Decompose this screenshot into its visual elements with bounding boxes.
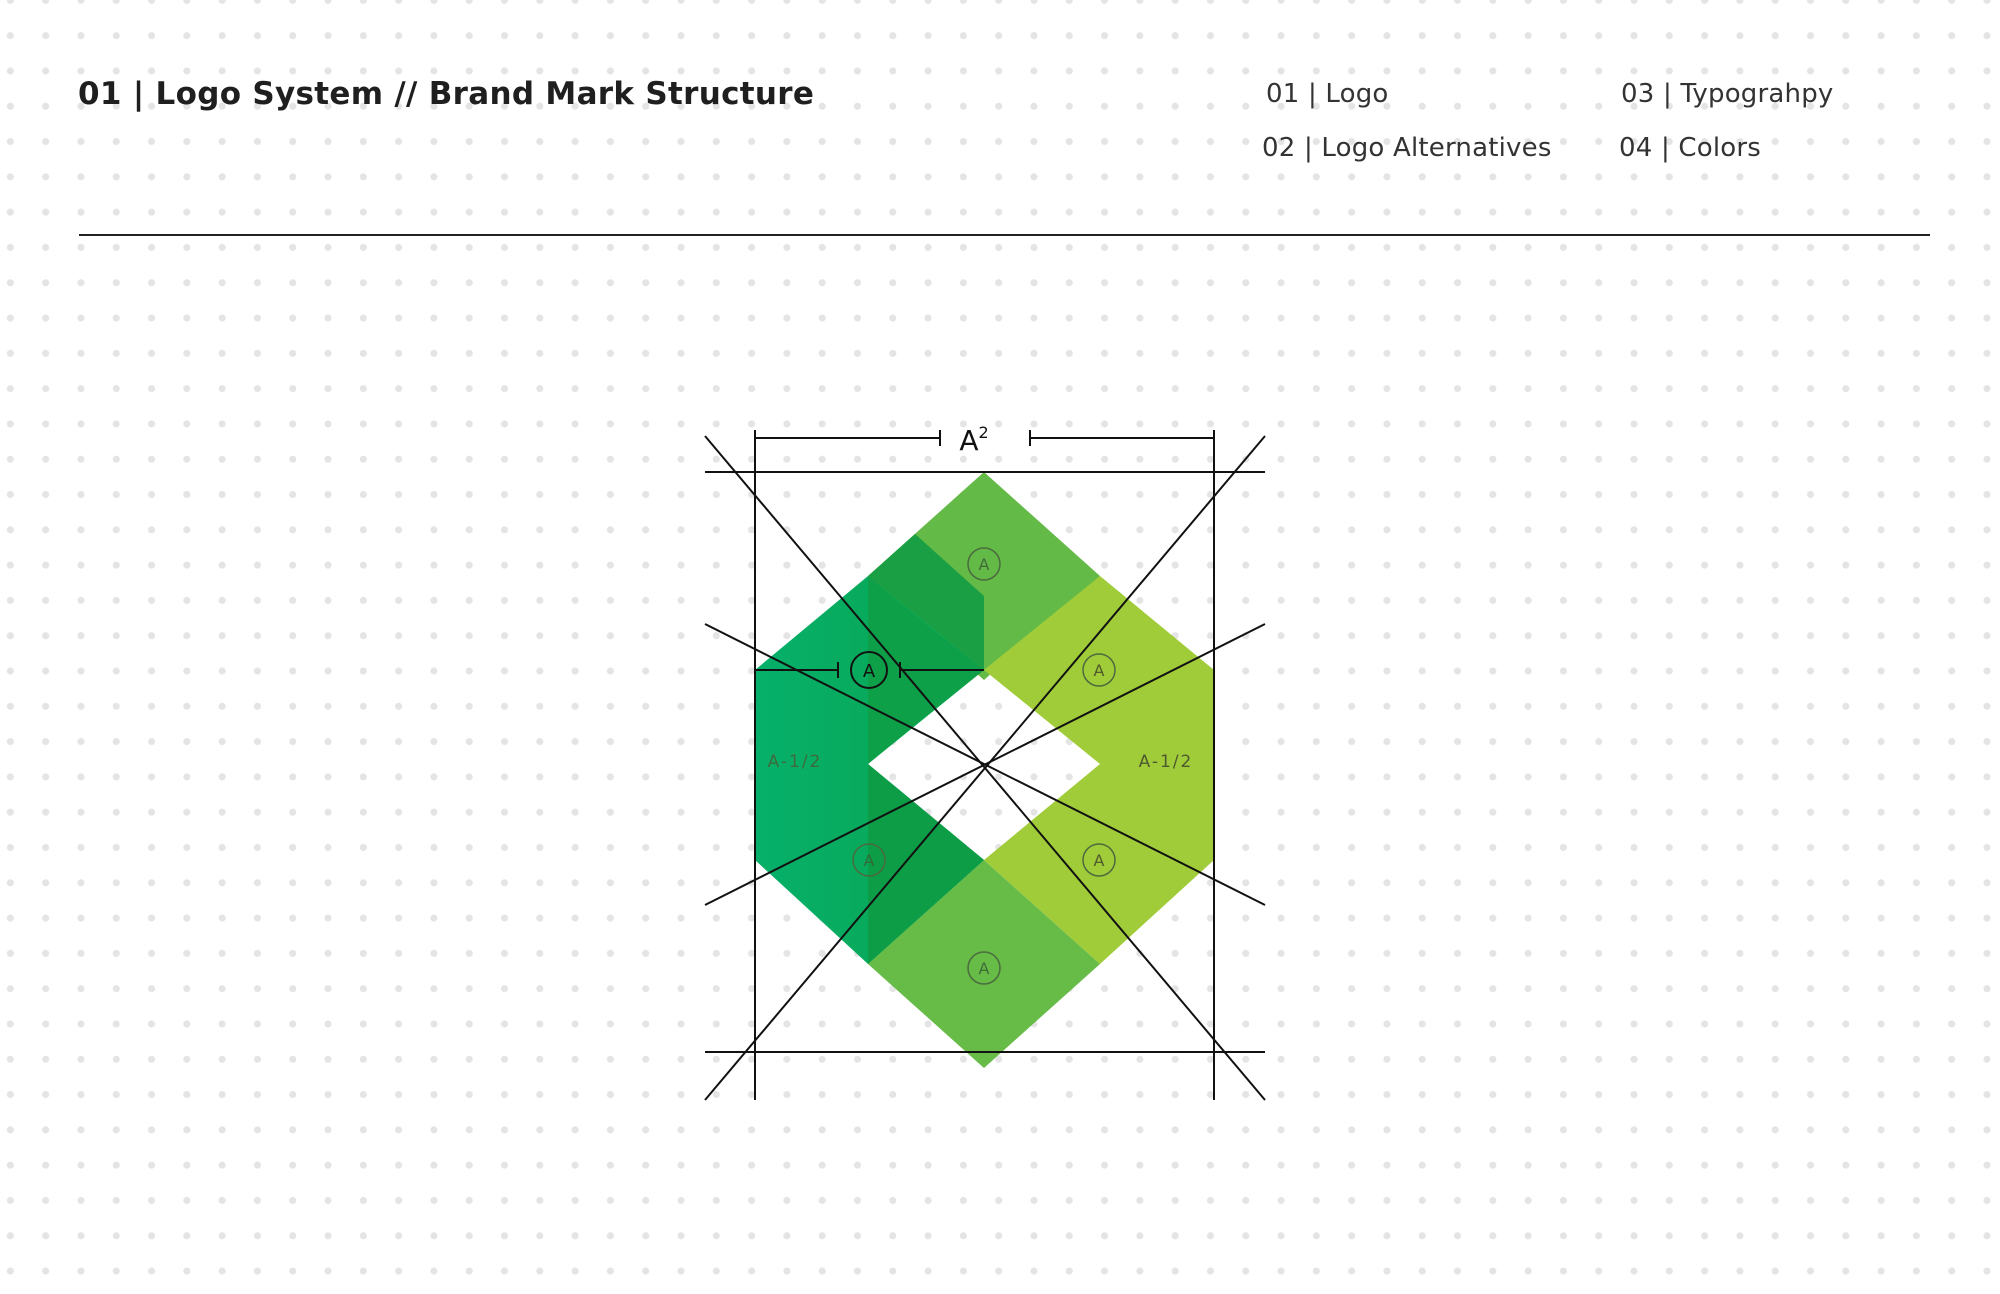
width-label: A2 bbox=[959, 423, 988, 457]
page-title: 01 | Logo System // Brand Mark Structure bbox=[78, 76, 815, 112]
cell-label-left-lower: A bbox=[864, 851, 875, 870]
cell-label-right-lower: A bbox=[1094, 851, 1105, 870]
nav-link-typography[interactable]: 03 | Typograhpy bbox=[1621, 79, 1834, 109]
cell-label-bottom: A bbox=[979, 959, 990, 978]
construction-diagram: A2 A A-1/2 A-1/2 A A A A A bbox=[704, 423, 1266, 1101]
cell-label-right-upper: A bbox=[1094, 661, 1105, 680]
left-lower-overlap bbox=[868, 764, 984, 964]
cell-markers bbox=[852, 547, 1116, 985]
width-dimension bbox=[755, 430, 1214, 446]
nav-link-logo-alternatives[interactable]: 02 | Logo Alternatives bbox=[1262, 133, 1552, 163]
module-label: A bbox=[863, 661, 876, 682]
brand-mark-construction: A2 A A-1/2 A-1/2 A A A A A bbox=[690, 410, 1290, 1110]
right-half-label: A-1/2 bbox=[1139, 752, 1194, 772]
nav-link-colors[interactable]: 04 | Colors bbox=[1619, 133, 1762, 163]
module-dimension bbox=[755, 651, 984, 689]
nav-link-logo[interactable]: 01 | Logo bbox=[1266, 79, 1389, 109]
right-block bbox=[984, 576, 1214, 964]
construction-lines bbox=[704, 430, 1266, 1101]
top-left-overlap bbox=[868, 534, 984, 670]
cell-label-top: A bbox=[979, 555, 990, 574]
logo-mark bbox=[755, 472, 1214, 1068]
header-divider bbox=[79, 234, 1930, 236]
left-half-label: A-1/2 bbox=[768, 752, 823, 772]
